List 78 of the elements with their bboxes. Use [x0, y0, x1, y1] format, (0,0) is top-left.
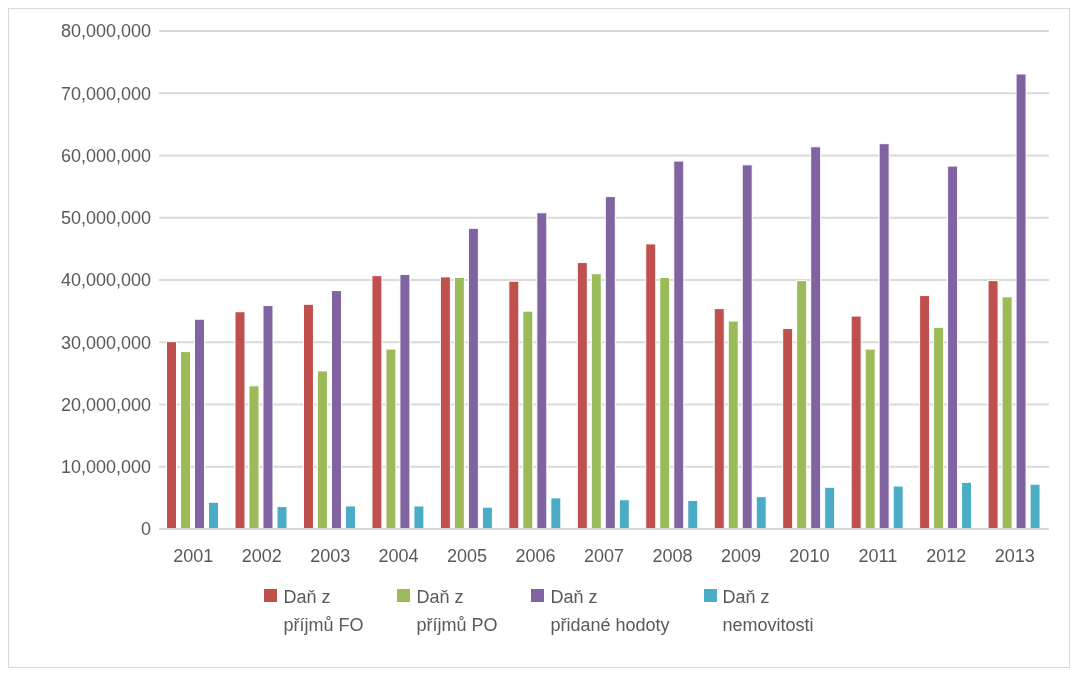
y-tick-label: 30,000,000	[60, 332, 151, 353]
x-tick-label: 2006	[515, 545, 556, 566]
bar	[413, 505, 425, 529]
x-tick-label: 2012	[926, 545, 967, 566]
bar	[687, 499, 699, 529]
legend-label: Daň z přidané hodoty	[550, 586, 670, 637]
bar	[399, 273, 411, 529]
bar	[713, 308, 725, 529]
x-tick-label: 2002	[241, 545, 282, 566]
bar	[810, 146, 822, 529]
bar	[782, 328, 794, 529]
legend-label: Daň z nemovitosti	[722, 586, 814, 637]
bar	[673, 160, 685, 529]
bar	[180, 351, 192, 529]
x-tick-label: 2005	[447, 545, 488, 566]
bar	[824, 486, 836, 529]
bar	[1029, 483, 1041, 529]
bar	[755, 496, 767, 529]
y-tick-label: 70,000,000	[60, 83, 151, 104]
y-tick-label: 0	[140, 519, 151, 540]
x-tick-label: 2009	[720, 545, 761, 566]
bar	[864, 348, 876, 529]
x-tick-label: 2001	[173, 545, 214, 566]
y-tick-label: 10,000,000	[60, 457, 151, 478]
y-tick-label: 60,000,000	[60, 145, 151, 166]
bar	[919, 295, 931, 529]
bar	[439, 276, 451, 529]
bar	[166, 341, 178, 529]
bar	[947, 165, 959, 529]
x-tick-label: 2007	[583, 545, 625, 566]
bar	[576, 262, 588, 529]
bar	[604, 196, 616, 529]
bar	[208, 501, 220, 529]
bar	[302, 303, 314, 529]
bar	[234, 311, 246, 529]
bar	[961, 481, 973, 529]
bar	[481, 506, 493, 529]
x-tick-label: 2010	[789, 545, 830, 566]
bar	[727, 320, 739, 529]
bar	[385, 348, 397, 529]
bar	[522, 310, 534, 529]
legend-label: Daň z příjmů FO	[283, 586, 364, 637]
bar	[344, 505, 356, 529]
x-tick-label: 2004	[378, 545, 419, 566]
bar	[892, 485, 904, 529]
bar	[659, 277, 671, 529]
bar	[508, 280, 520, 529]
y-tick-label: 40,000,000	[60, 270, 151, 291]
x-tick-label: 2003	[310, 545, 351, 566]
bar	[878, 143, 890, 529]
bar	[536, 212, 548, 529]
bar	[371, 275, 383, 529]
bar	[645, 243, 657, 529]
y-tick-label: 50,000,000	[60, 208, 151, 229]
bar	[933, 326, 945, 529]
bar	[618, 499, 630, 529]
bar	[987, 280, 999, 529]
bar	[1001, 296, 1013, 529]
bar	[316, 370, 328, 529]
bar	[467, 227, 479, 529]
bar	[248, 385, 260, 529]
x-tick-label: 2008	[652, 545, 693, 566]
x-tick-label: 2013	[994, 545, 1035, 566]
bar	[850, 315, 862, 529]
x-tick-label: 2011	[858, 545, 898, 566]
bar	[453, 277, 465, 529]
bar	[262, 305, 274, 529]
bar	[330, 290, 342, 529]
bar	[276, 506, 288, 529]
bar	[796, 280, 808, 529]
y-tick-label: 20,000,000	[60, 394, 151, 415]
legend-label: Daň z příjmů PO	[416, 586, 498, 637]
bar	[194, 318, 206, 529]
bar	[550, 497, 562, 529]
bar	[1015, 73, 1027, 529]
bar	[741, 164, 753, 529]
bar	[590, 273, 602, 529]
y-tick-label: 80,000,000	[60, 21, 151, 42]
